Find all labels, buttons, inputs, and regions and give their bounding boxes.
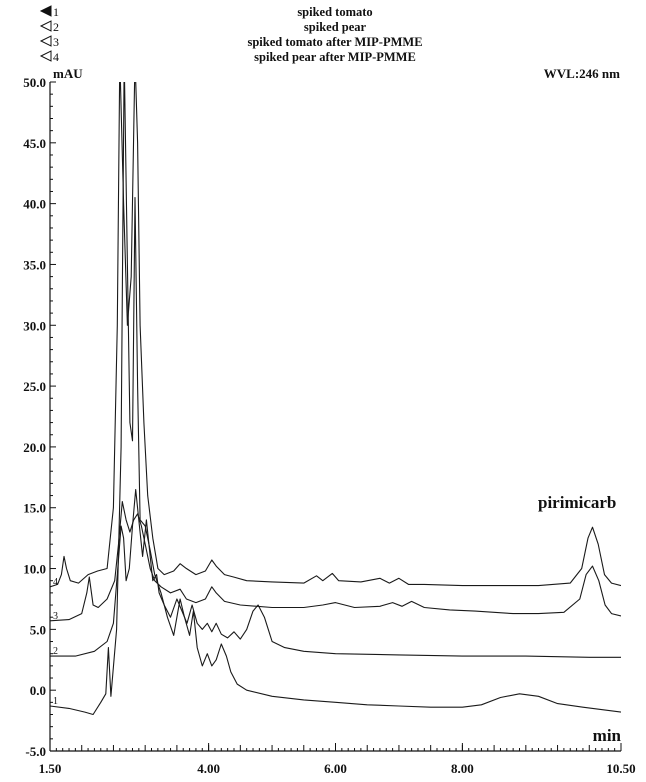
y-tick-label: 15.0	[23, 501, 46, 516]
trace-3	[50, 501, 621, 622]
trace-4	[50, 82, 621, 588]
legend-marker-3	[39, 35, 52, 47]
legend-entry-3: 3 spiked tomato after MIP-PMME	[39, 35, 423, 49]
y-tick-label: 0.0	[30, 683, 46, 698]
y-tick-label: 5.0	[30, 622, 46, 637]
y-tick-label: 10.0	[23, 562, 46, 577]
x-tick-label: 1.50	[39, 761, 62, 776]
y-tick-label: -5.0	[25, 744, 46, 759]
x-tick-label: 8.00	[451, 761, 474, 776]
legend-label-3: spiked tomato after MIP-PMME	[247, 35, 422, 49]
trace-label-1: 1	[53, 696, 58, 707]
legend-entry-2: 2 spiked pear	[39, 20, 367, 34]
legend: 1 spiked tomato 2 spiked pear 3 spiked t…	[39, 5, 423, 64]
y-tick-label: 20.0	[23, 440, 46, 455]
trace-label-2: 2	[53, 646, 58, 657]
y-tick-label: 45.0	[23, 136, 46, 151]
legend-marker-1	[39, 5, 52, 17]
y-tick-label: 25.0	[23, 379, 46, 394]
legend-entry-1: 1 spiked tomato	[39, 5, 373, 19]
traces	[50, 82, 621, 716]
y-tick-label: 35.0	[23, 257, 46, 272]
legend-entry-4: 4 spiked pear after MIP-PMME	[39, 50, 416, 64]
pirimicarb-annotation: pirimicarb	[538, 493, 616, 512]
legend-label-4: spiked pear after MIP-PMME	[254, 50, 416, 64]
x-axis: 1.50 4.00 6.00 8.00 10.50	[39, 743, 636, 776]
y-axis: -5.00.05.010.015.020.025.030.035.040.045…	[23, 75, 56, 759]
x-axis-unit-label: min	[593, 726, 622, 745]
legend-id-4: 4	[53, 50, 59, 64]
y-tick-label: 30.0	[23, 318, 46, 333]
trace-labels: 1 2 3 4	[53, 577, 58, 707]
legend-id-2: 2	[53, 20, 59, 34]
legend-label-1: spiked tomato	[297, 5, 372, 19]
legend-id-1: 1	[53, 5, 59, 19]
x-tick-label: 4.00	[197, 761, 220, 776]
x-tick-label: 6.00	[324, 761, 347, 776]
trace-1	[50, 82, 621, 716]
wavelength-label: WVL:246 nm	[544, 66, 620, 81]
y-tick-label: 40.0	[23, 197, 46, 212]
y-tick-label: 50.0	[23, 75, 46, 90]
legend-marker-4	[39, 50, 52, 62]
trace-label-4: 4	[53, 577, 58, 588]
x-tick-label: 10.50	[606, 761, 635, 776]
legend-id-3: 3	[53, 35, 59, 49]
legend-label-2: spiked pear	[304, 20, 367, 34]
trace-label-3: 3	[53, 611, 58, 622]
trace-2	[50, 488, 621, 658]
y-axis-unit-label: mAU	[53, 66, 83, 81]
legend-marker-2	[39, 20, 52, 32]
